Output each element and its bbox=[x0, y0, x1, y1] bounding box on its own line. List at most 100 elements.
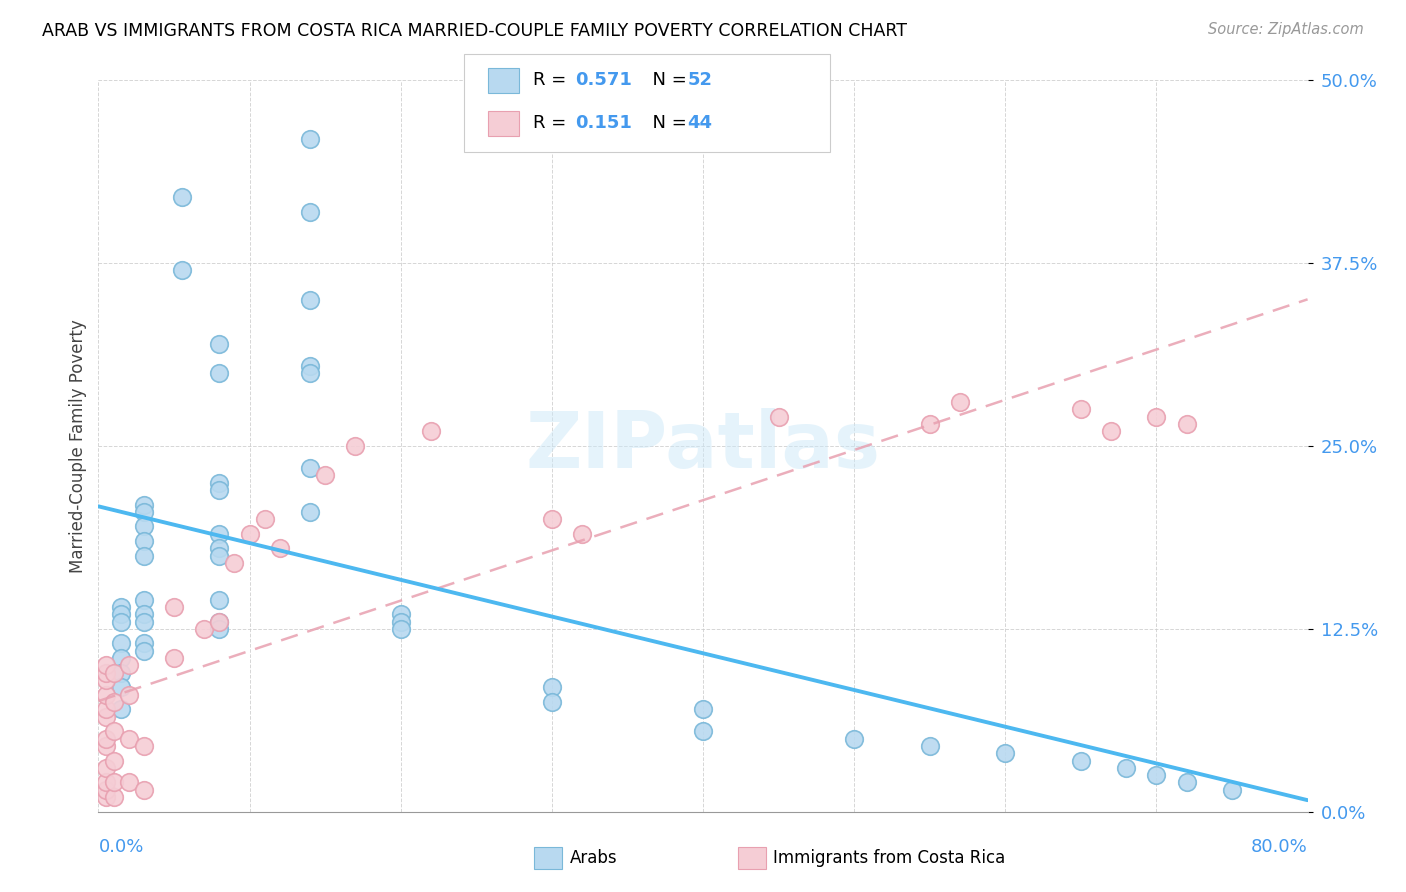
Point bbox=[571, 526, 593, 541]
Point bbox=[110, 651, 132, 665]
Point bbox=[94, 702, 117, 716]
Point bbox=[94, 673, 117, 687]
Text: 0.0%: 0.0% bbox=[98, 838, 143, 856]
Point bbox=[163, 651, 186, 665]
Point bbox=[208, 592, 231, 607]
Point bbox=[208, 549, 231, 563]
Point bbox=[1144, 409, 1167, 424]
Point bbox=[253, 512, 276, 526]
Y-axis label: Married-Couple Family Poverty: Married-Couple Family Poverty bbox=[69, 319, 87, 573]
Point bbox=[299, 461, 322, 475]
Point bbox=[94, 658, 117, 673]
Text: R =: R = bbox=[533, 114, 572, 132]
Point bbox=[110, 615, 132, 629]
Text: N =: N = bbox=[641, 114, 693, 132]
Point bbox=[94, 665, 117, 680]
Point bbox=[94, 709, 117, 723]
Point bbox=[94, 790, 117, 805]
Point bbox=[994, 746, 1017, 760]
Text: 80.0%: 80.0% bbox=[1251, 838, 1308, 856]
Point bbox=[118, 775, 141, 789]
Point bbox=[103, 695, 125, 709]
Point bbox=[540, 695, 562, 709]
Text: 0.151: 0.151 bbox=[575, 114, 631, 132]
Point bbox=[1175, 417, 1198, 431]
Point bbox=[420, 425, 443, 439]
Point bbox=[692, 724, 714, 739]
Point bbox=[94, 782, 117, 797]
Point bbox=[110, 702, 132, 716]
Point bbox=[94, 761, 117, 775]
Point bbox=[208, 475, 231, 490]
Point bbox=[163, 599, 186, 614]
Point bbox=[132, 782, 155, 797]
Point bbox=[110, 681, 132, 695]
Point bbox=[110, 607, 132, 622]
Point bbox=[103, 754, 125, 768]
Point bbox=[118, 658, 141, 673]
Point bbox=[1115, 761, 1137, 775]
Point bbox=[299, 293, 322, 307]
Point bbox=[1220, 782, 1243, 797]
Point bbox=[132, 607, 155, 622]
Point bbox=[1144, 768, 1167, 782]
Point bbox=[170, 263, 193, 277]
Point bbox=[299, 366, 322, 380]
Point bbox=[299, 505, 322, 519]
Point bbox=[132, 498, 155, 512]
Point bbox=[1070, 402, 1092, 417]
Point bbox=[110, 599, 132, 614]
Text: ARAB VS IMMIGRANTS FROM COSTA RICA MARRIED-COUPLE FAMILY POVERTY CORRELATION CHA: ARAB VS IMMIGRANTS FROM COSTA RICA MARRI… bbox=[42, 22, 907, 40]
Point bbox=[118, 731, 141, 746]
Text: N =: N = bbox=[641, 71, 693, 89]
Point bbox=[208, 615, 231, 629]
Text: R =: R = bbox=[533, 71, 572, 89]
Point bbox=[299, 205, 322, 219]
Point bbox=[94, 688, 117, 702]
Text: ZIPatlas: ZIPatlas bbox=[526, 408, 880, 484]
Point bbox=[193, 622, 215, 636]
Point bbox=[110, 665, 132, 680]
Point bbox=[103, 665, 125, 680]
Point bbox=[692, 702, 714, 716]
Text: Arabs: Arabs bbox=[569, 849, 617, 867]
Point bbox=[299, 359, 322, 373]
Text: 0.571: 0.571 bbox=[575, 71, 631, 89]
Point bbox=[132, 615, 155, 629]
Point bbox=[1099, 425, 1122, 439]
Text: 44: 44 bbox=[688, 114, 713, 132]
Text: Immigrants from Costa Rica: Immigrants from Costa Rica bbox=[773, 849, 1005, 867]
Point bbox=[918, 739, 941, 753]
Point bbox=[103, 775, 125, 789]
Point bbox=[208, 622, 231, 636]
Point bbox=[103, 724, 125, 739]
Point bbox=[389, 607, 412, 622]
Point bbox=[103, 790, 125, 805]
Point bbox=[208, 336, 231, 351]
Point bbox=[170, 190, 193, 204]
Point bbox=[269, 541, 291, 556]
Point bbox=[239, 526, 262, 541]
Point bbox=[949, 395, 972, 409]
Point bbox=[208, 615, 231, 629]
Point bbox=[208, 366, 231, 380]
Text: 52: 52 bbox=[688, 71, 713, 89]
Point bbox=[208, 526, 231, 541]
Point bbox=[132, 549, 155, 563]
Point bbox=[389, 622, 412, 636]
Point bbox=[1175, 775, 1198, 789]
Point bbox=[94, 731, 117, 746]
Point bbox=[208, 483, 231, 497]
Point bbox=[118, 688, 141, 702]
Point bbox=[844, 731, 866, 746]
Point bbox=[299, 132, 322, 146]
Point bbox=[768, 409, 790, 424]
Point bbox=[132, 592, 155, 607]
Point bbox=[918, 417, 941, 431]
Point bbox=[540, 512, 562, 526]
Point bbox=[132, 739, 155, 753]
Point bbox=[110, 636, 132, 650]
Point bbox=[132, 534, 155, 549]
Text: Source: ZipAtlas.com: Source: ZipAtlas.com bbox=[1208, 22, 1364, 37]
Point bbox=[132, 636, 155, 650]
